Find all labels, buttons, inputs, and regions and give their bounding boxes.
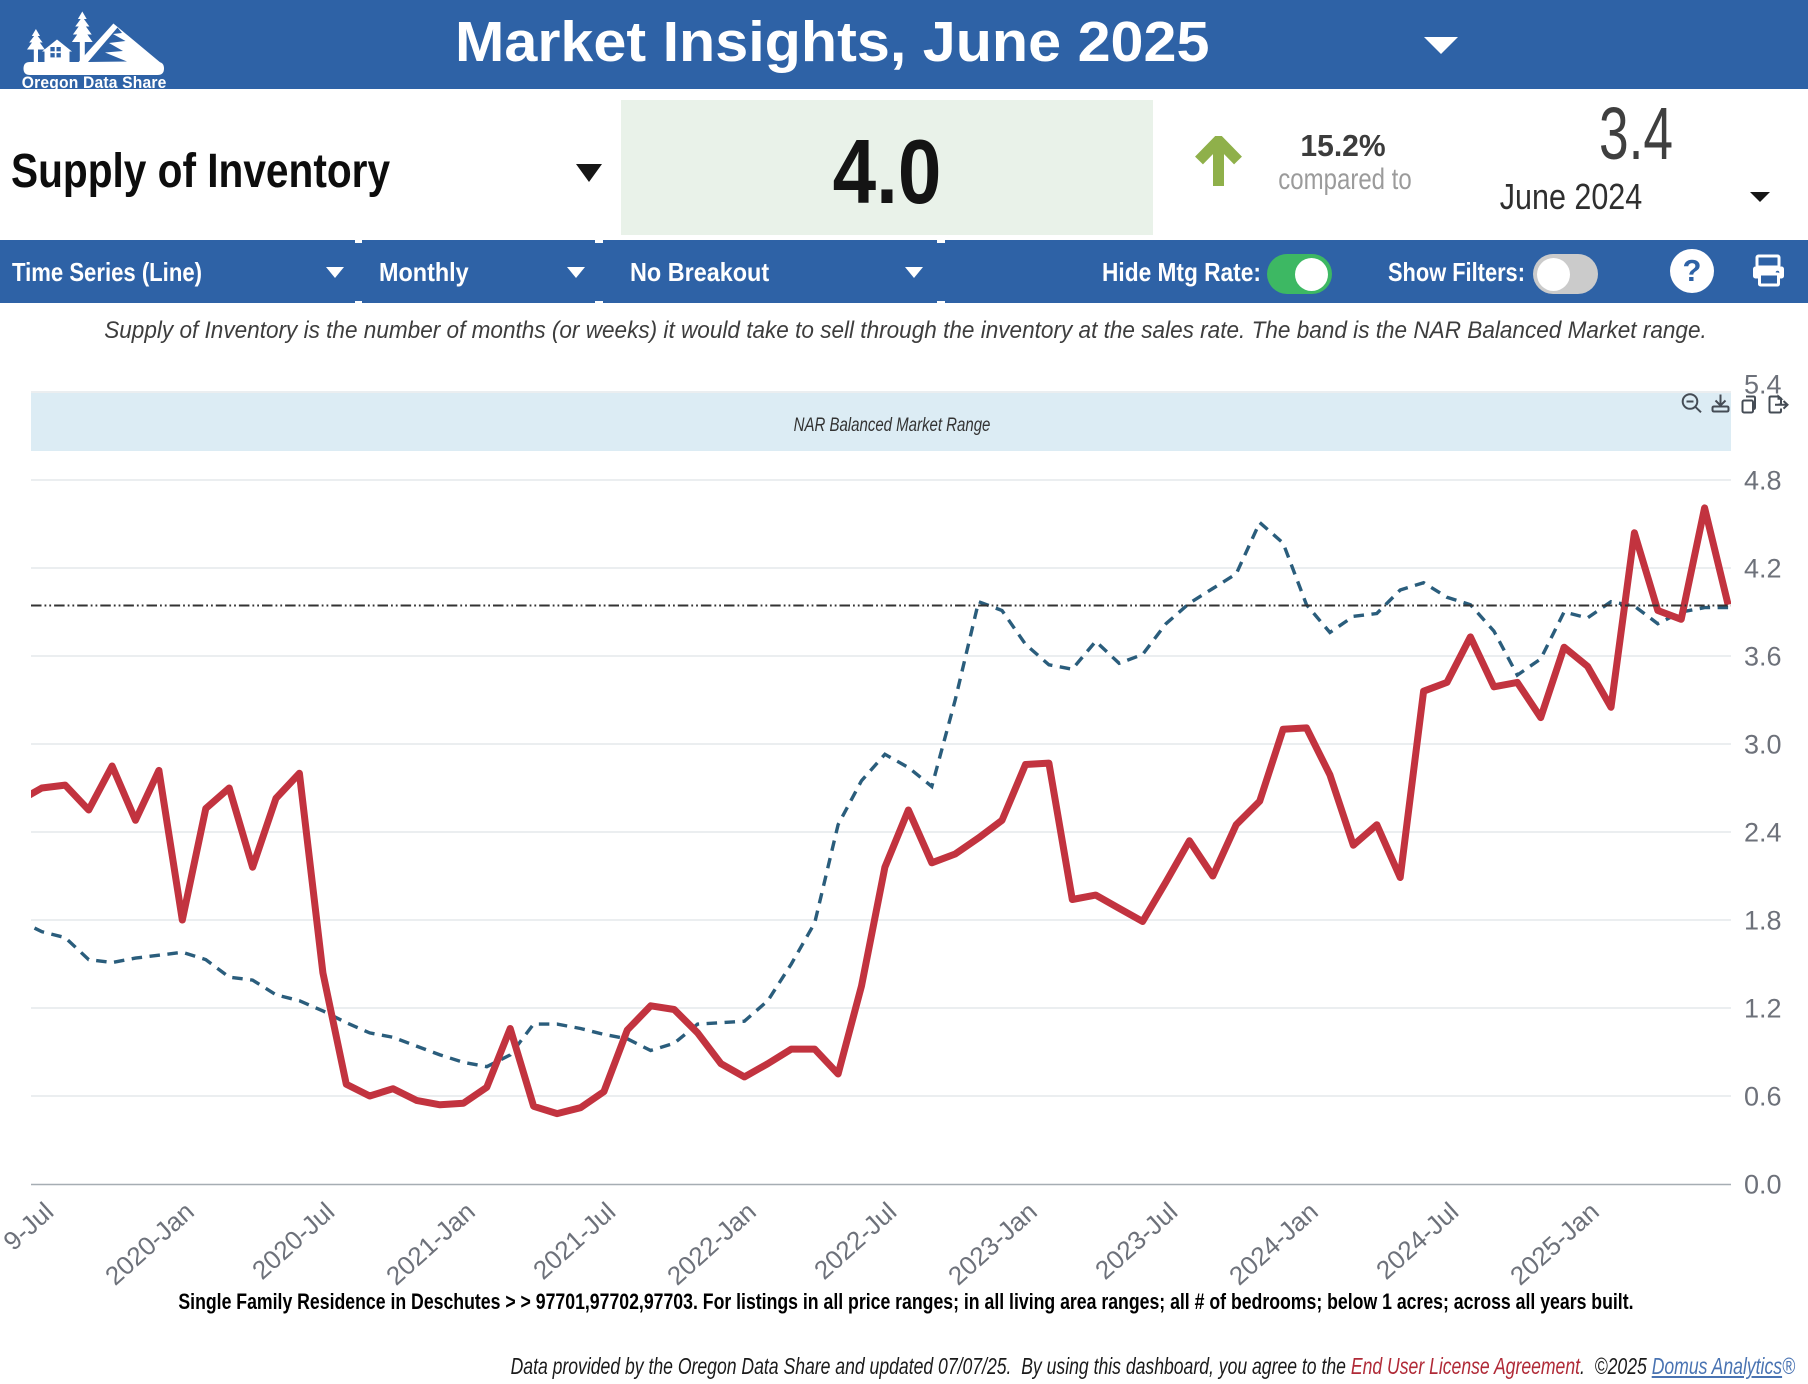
svg-text:2023-Jul: 2023-Jul [1089, 1196, 1183, 1285]
svg-text:2024-Jan: 2024-Jan [1223, 1196, 1324, 1291]
svg-text:0.6: 0.6 [1744, 1082, 1782, 1112]
svg-text:2024-Jul: 2024-Jul [1370, 1196, 1464, 1285]
svg-text:2022-Jul: 2022-Jul [808, 1196, 902, 1285]
svg-text:1.8: 1.8 [1744, 906, 1782, 936]
svg-text:4.2: 4.2 [1744, 554, 1782, 584]
svg-text:2025-Jan: 2025-Jan [1504, 1196, 1605, 1291]
svg-text:4.8: 4.8 [1744, 466, 1782, 496]
svg-text:2020-Jul: 2020-Jul [246, 1196, 340, 1285]
svg-text:1.2: 1.2 [1744, 994, 1782, 1024]
svg-text:2.4: 2.4 [1744, 818, 1782, 848]
svg-text:3.6: 3.6 [1744, 642, 1782, 672]
svg-text:Oregon Data Share: Oregon Data Share [22, 73, 167, 92]
svg-text:0.0: 0.0 [1744, 1170, 1782, 1200]
svg-text:9-Jul: 9-Jul [0, 1196, 59, 1256]
svg-text:2023-Jan: 2023-Jan [942, 1196, 1043, 1291]
svg-text:NAR Balanced Market Range: NAR Balanced Market Range [794, 414, 991, 435]
svg-text:5.4: 5.4 [1744, 370, 1782, 400]
svg-text:2021-Jul: 2021-Jul [527, 1196, 621, 1285]
svg-text:2021-Jan: 2021-Jan [380, 1196, 481, 1291]
svg-text:2022-Jan: 2022-Jan [661, 1196, 762, 1291]
svg-text:3.0: 3.0 [1744, 730, 1782, 760]
svg-text:2020-Jan: 2020-Jan [99, 1196, 200, 1291]
